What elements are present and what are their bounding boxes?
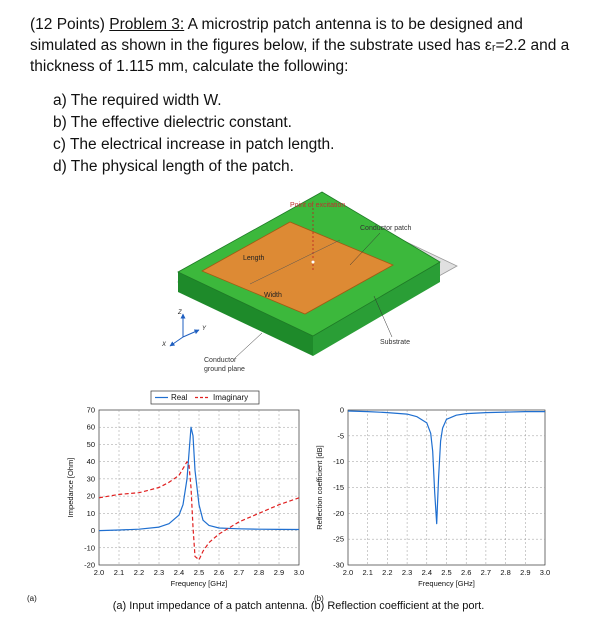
question-c: c) The electrical increase in patch leng… [53,136,335,153]
impedance-chart-ytick-label: 10 [87,509,95,518]
x-axis [169,336,184,347]
substrate-right-side [313,262,440,356]
reflection-chart: 2.0 2.1 2.2 2.3 2.4 2.5 2.6 2.7 2.8 2.9 3.0 0 -5 -10 -… [315,406,550,589]
reflection-chart-ytick-label: -15 [333,483,344,492]
y-axis-label: Y [202,326,207,332]
legend: Real Imaginary [150,390,260,405]
impedance-chart-ytick-label: 40 [87,457,95,466]
width-label: Width [264,292,282,299]
impedance-chart-ytick-label: 20 [87,492,95,501]
impedance-chart: 2.0 2.1 2.2 2.3 2.4 2.5 2.6 2.7 2.8 2.9 3.0 70 60 50 4… [66,406,304,589]
question-b: b) The effective dielectric constant. [53,114,292,131]
impedance-chart-ytick-label: 60 [87,423,95,432]
impedance-chart-xtick-label: 2.7 [234,568,244,577]
impedance-chart-series-imaginary-line [98,461,300,561]
problem-line-3: thickness of 1.115 mm, calculate the fol… [30,58,349,75]
reflection-chart-ytick-label: -10 [333,457,344,466]
impedance-chart-ylabel: Impedance [Ohm] [66,458,75,518]
antenna-diagram: Point of excitation Conductor patch Leng… [161,191,458,373]
ground-leader [234,332,263,359]
problem-line-2: simulated as shown in the figures below,… [30,37,570,54]
impedance-chart-xtick-label: 2.3 [154,568,164,577]
impedance-chart-xtick-label: 2.8 [254,568,264,577]
reflection-chart-ylabel: Reflection coefficient [dB] [315,445,324,530]
reflection-chart-xtick-label: 2.9 [520,568,530,577]
reflection-chart-ytick-label: 0 [340,406,344,415]
legend-real-label: Real [171,393,188,402]
reflection-chart-xtick-label: 3.0 [540,568,550,577]
impedance-chart-ytick-label: 30 [87,474,95,483]
conductor-label: Conductor [204,357,237,364]
impedance-chart-xtick-label: 2.9 [274,568,284,577]
impedance-chart-xtick-label: 3.0 [294,568,304,577]
reflection-chart-xtick-label: 2.5 [441,568,451,577]
reflection-chart-xtick-label: 2.8 [500,568,510,577]
substrate-label: Substrate [380,339,410,346]
reflection-chart-xtick-label: 2.0 [343,568,353,577]
ground-plane-label: ground plane [204,366,245,373]
reflection-chart-xlabel: Frequency [GHz] [418,579,475,588]
reflection-chart-xtick-label: 2.4 [422,568,432,577]
problem-points: (12 Points) [30,16,105,33]
reflection-chart-ytick-label: -25 [333,535,344,544]
conductor-patch [201,221,394,315]
figure-caption: (a) Input impedance of a patch antenna. … [112,600,485,612]
reflection-chart-ytick-label: -5 [337,431,344,440]
reflection-chart-ytick-label: -30 [333,561,344,570]
impedance-chart-ytick-label: 50 [87,440,95,449]
reflection-chart-xtick-label: 2.6 [461,568,471,577]
point-of-excitation-label: Point of excitation [290,202,345,209]
impedance-chart-xtick-label: 2.4 [174,568,184,577]
substrate-front-side [178,272,313,356]
z-axis-label: Z [177,310,182,316]
impedance-chart-series-real-line [98,426,300,532]
patch-leader [349,232,381,266]
reflection-chart-xtick-label: 2.7 [481,568,491,577]
impedance-chart-ytick-label: -20 [84,561,95,570]
impedance-chart-xtick-label: 2.5 [194,568,204,577]
question-a: a) The required width W. [53,92,222,109]
legend-imag-label: Imaginary [213,393,248,402]
problem-line-1: (12 Points) Problem 3: A microstrip patc… [30,14,580,35]
impedance-chart-xtick-label: 2.0 [94,568,104,577]
impedance-chart-ytick-label: -10 [84,543,95,552]
reflection-chart-series-0-line [347,410,545,525]
impedance-chart-xtick-label: 2.2 [134,568,144,577]
x-axis-label: X [161,342,167,348]
problem-statement: (12 Points) Problem 3: A microstrip patc… [30,14,580,77]
impedance-chart-xtick-label: 2.1 [114,568,124,577]
impedance-chart-xtick-label: 2.6 [214,568,224,577]
feed-point [311,260,315,264]
reflection-chart-xtick-label: 2.2 [382,568,392,577]
impedance-chart-xlabel: Frequency [GHz] [171,579,228,588]
question-list: a) The required width W. b) The effectiv… [53,90,334,178]
problem-text-1: A microstrip patch antenna is to be desi… [184,16,523,33]
panel-label-a: (a) [27,594,37,603]
impedance-chart-ytick-label: 70 [87,406,95,415]
y-axis [182,329,200,338]
problem-label: Problem 3: [109,16,185,33]
substrate-leader [373,295,393,338]
reflection-chart-xtick-label: 2.3 [402,568,412,577]
question-d: d) The physical length of the patch. [53,158,294,175]
panel-label-b: (b) [314,594,324,603]
length-label: Length [243,255,265,262]
conductor-patch-label: Conductor patch [360,225,411,232]
reflection-chart-ytick-label: -20 [333,509,344,518]
impedance-chart-ytick-label: 0 [91,526,95,535]
reflection-chart-xtick-label: 2.1 [362,568,372,577]
width-marker [249,239,341,285]
